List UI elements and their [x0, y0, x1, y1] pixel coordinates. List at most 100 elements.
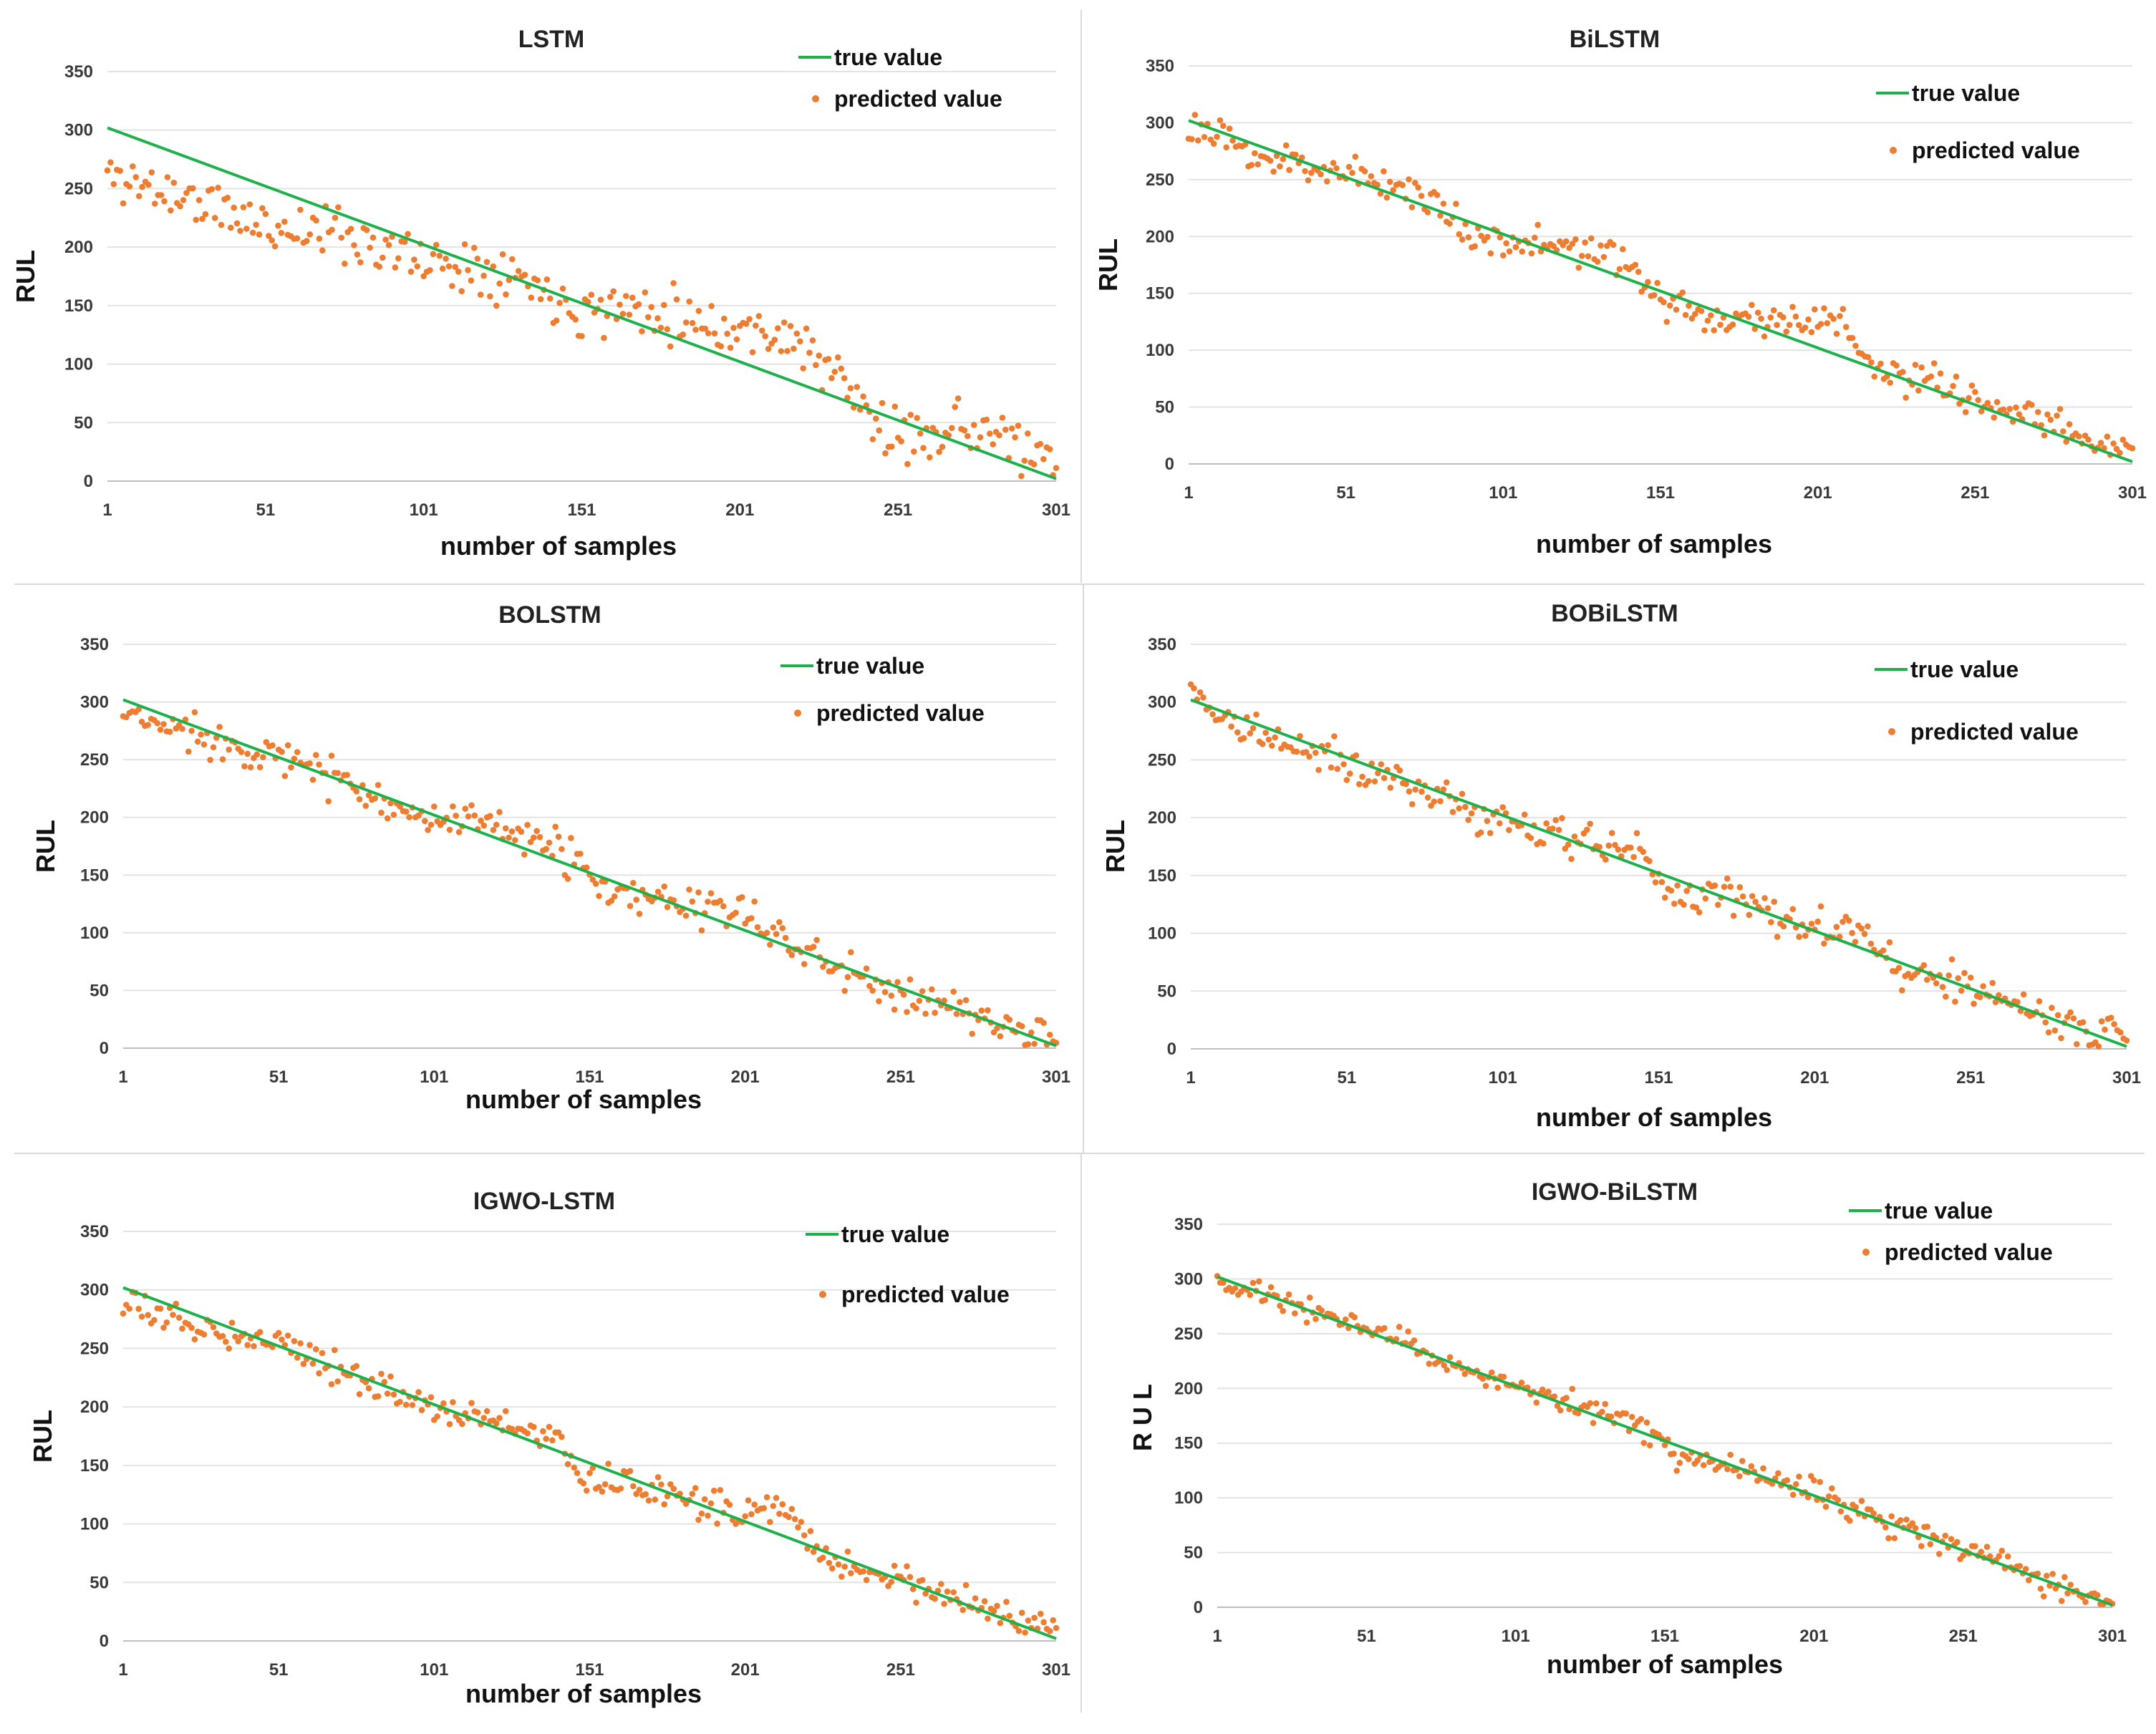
- predicted-point: [1568, 856, 1575, 862]
- predicted-point: [648, 304, 654, 311]
- predicted-point: [2119, 436, 2127, 443]
- y-tick-label: 300: [1146, 113, 1174, 132]
- predicted-point: [351, 242, 357, 248]
- predicted-point: [1247, 1292, 1254, 1298]
- predicted-point: [431, 803, 438, 810]
- predicted-point: [1658, 878, 1666, 886]
- predicted-point: [219, 1332, 226, 1340]
- predicted-point: [1792, 313, 1799, 320]
- predicted-point: [132, 174, 140, 180]
- predicted-point: [262, 210, 269, 218]
- predicted-point: [710, 1487, 717, 1494]
- predicted-point: [490, 263, 497, 270]
- predicted-point: [585, 299, 591, 306]
- predicted-point: [1396, 767, 1403, 774]
- predicted-point: [531, 1423, 537, 1430]
- predicted-point: [1356, 781, 1363, 788]
- predicted-point: [151, 1317, 158, 1324]
- y-tick-label: 300: [64, 121, 93, 140]
- predicted-point: [619, 311, 627, 317]
- predicted-point: [753, 322, 759, 329]
- predicted-point: [422, 818, 428, 825]
- predicted-point: [1694, 1457, 1701, 1464]
- predicted-point: [1650, 292, 1658, 299]
- predicted-point: [223, 1338, 229, 1345]
- predicted-point: [1808, 329, 1815, 336]
- predicted-point: [630, 880, 637, 886]
- predicted-point: [253, 221, 259, 228]
- predicted-point: [291, 1337, 298, 1345]
- predicted-point: [869, 436, 876, 442]
- predicted-point: [1575, 1410, 1582, 1417]
- predicted-point: [1381, 1324, 1388, 1332]
- predicted-point: [1461, 1370, 1469, 1377]
- predicted-point: [932, 1009, 938, 1016]
- predicted-point: [1923, 977, 1930, 983]
- predicted-point: [1249, 1279, 1257, 1287]
- predicted-point: [1721, 883, 1728, 890]
- predicted-point: [332, 1347, 338, 1353]
- predicted-point: [1443, 779, 1450, 786]
- predicted-point: [680, 331, 687, 338]
- predicted-point: [854, 384, 861, 390]
- predicted-point: [860, 393, 866, 400]
- predicted-point: [1996, 992, 2002, 999]
- predicted-point: [152, 200, 158, 207]
- predicted-point: [445, 263, 453, 270]
- predicted-point: [2102, 1026, 2108, 1033]
- y-tick-label: 100: [1174, 1488, 1203, 1508]
- predicted-point: [825, 356, 832, 362]
- predicted-point: [1383, 194, 1391, 201]
- predicted-point: [1789, 1491, 1797, 1498]
- predicted-point: [2067, 1582, 2074, 1588]
- predicted-point: [365, 1385, 372, 1392]
- predicted-point: [1603, 856, 1609, 863]
- predicted-point: [1412, 786, 1418, 793]
- predicted-point: [2014, 999, 2021, 1005]
- predicted-point: [969, 1030, 975, 1037]
- predicted-point: [1686, 302, 1692, 309]
- predicted-point: [1948, 956, 1956, 963]
- x-tick-label: 1: [1212, 1627, 1222, 1646]
- predicted-point: [1381, 168, 1387, 175]
- predicted-point: [1456, 231, 1463, 238]
- y-tick-label: 0: [1167, 1040, 1176, 1059]
- y-tick-label: 350: [1174, 1215, 1203, 1234]
- predicted-point: [1210, 140, 1217, 147]
- predicted-point: [1015, 1627, 1023, 1634]
- predicted-point: [1512, 243, 1519, 251]
- predicted-point: [384, 815, 391, 822]
- predicted-point: [938, 1581, 944, 1587]
- predicted-point: [506, 276, 513, 284]
- chart-title: BOBiLSTM: [1551, 600, 1678, 627]
- predicted-point: [1293, 748, 1300, 755]
- predicted-point: [2095, 1043, 2102, 1050]
- predicted-point: [939, 443, 946, 450]
- predicted-point: [1462, 803, 1469, 810]
- legend-true-label: true value: [834, 44, 942, 70]
- predicted-point: [1487, 250, 1494, 257]
- predicted-point: [617, 1485, 624, 1492]
- predicted-point: [1645, 278, 1651, 286]
- predicted-point: [1040, 1619, 1047, 1626]
- predicted-point: [304, 238, 310, 244]
- predicted-point: [2034, 409, 2041, 415]
- predicted-point: [813, 362, 819, 369]
- predicted-point: [1313, 1316, 1319, 1322]
- predicted-point: [670, 897, 677, 904]
- predicted-point: [1812, 306, 1818, 313]
- predicted-point: [1966, 394, 1972, 402]
- predicted-point: [1240, 735, 1247, 742]
- y-tick-label: 300: [1148, 693, 1176, 712]
- predicted-point: [480, 272, 487, 279]
- legend-predicted-swatch: [812, 95, 819, 102]
- predicted-point: [695, 1516, 702, 1524]
- predicted-point: [907, 412, 914, 418]
- predicted-point: [1003, 1599, 1010, 1605]
- predicted-point: [1234, 729, 1241, 736]
- predicted-point: [107, 159, 114, 166]
- predicted-point: [555, 1429, 562, 1436]
- predicted-point: [1209, 711, 1216, 717]
- predicted-point: [1267, 158, 1274, 164]
- predicted-point: [1752, 899, 1759, 905]
